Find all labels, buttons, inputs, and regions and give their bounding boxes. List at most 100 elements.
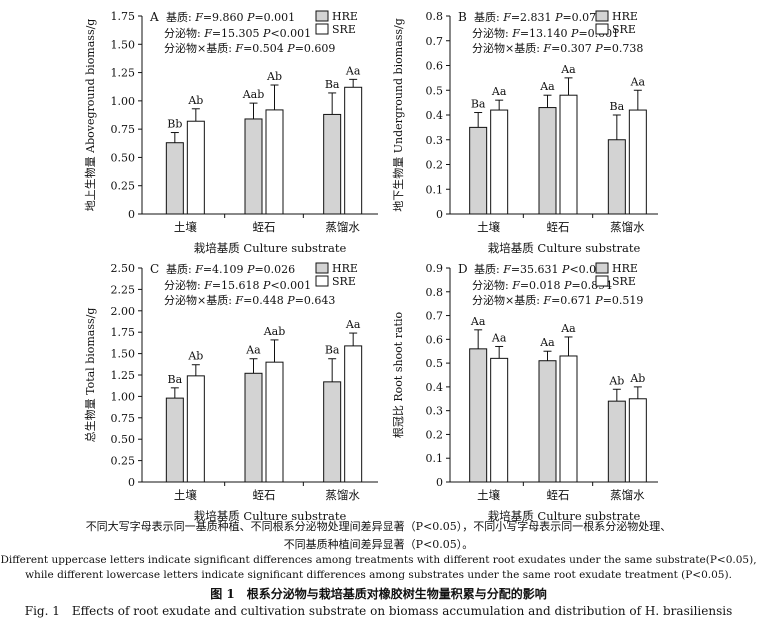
stats-line-2: 分泌物: F=13.140 P=0.001 [472, 26, 619, 40]
bar-sre [344, 86, 363, 215]
legend-swatch-hre [315, 262, 329, 274]
x-tick-label: 蒸馏水 [325, 220, 360, 234]
bar-hre [323, 113, 342, 215]
bar-hre [469, 126, 488, 215]
y-tick-label: 0.3 [426, 405, 444, 418]
y-tick-label: 0.75 [111, 123, 136, 136]
significance-label: Aa [470, 315, 486, 328]
x-tick-label: 蛭石 [253, 488, 276, 502]
y-tick-label: 1.50 [111, 38, 136, 51]
y-tick-label: 0.1 [426, 452, 444, 465]
bar-hre [244, 372, 263, 483]
bar-hre [538, 107, 557, 215]
y-tick-label: 0.9 [426, 262, 444, 275]
y-tick-label: 0.7 [426, 310, 444, 323]
legend-swatch-sre [315, 275, 329, 287]
y-tick-label: 0.2 [426, 428, 444, 441]
bar-hre [469, 348, 488, 483]
caption-note-cn-line-1: 不同大写字母表示同一基质种植、不同根系分泌物处理间差异显著（P<0.05），不同… [85, 520, 672, 533]
x-axis-label: 栽培基质 Culture substrate [488, 509, 641, 523]
significance-label: Ba [471, 98, 486, 111]
significance-label: Aa [539, 80, 555, 93]
y-tick-label: 1.50 [111, 348, 136, 361]
y-tick-label: 0.3 [426, 134, 444, 147]
significance-label: Aa [245, 344, 261, 357]
significance-label: Aa [539, 336, 555, 349]
legend-swatch-hre [595, 10, 609, 22]
stats-line-2: 分泌物: F=15.618 P<0.001 [164, 278, 311, 292]
legend-label-sre: SRE [612, 23, 636, 36]
bar-sre [559, 355, 578, 483]
stats-line-3: 分泌物×基质: F=0.448 P=0.643 [164, 293, 335, 307]
caption-note-en-line-2: while different lowercase letters indica… [25, 569, 732, 581]
x-axis-label: 栽培基质 Culture substrate [488, 241, 641, 255]
legend-label-sre: SRE [612, 275, 636, 288]
chart-panel-b: 0 0.1 0.2 0.3 0.4 0.5 0.6 0.7 0.8 地下生物量 Undergrou… [391, 10, 658, 255]
y-axis-label: 总生物量 Total biomass/g [83, 308, 97, 443]
y-tick-label: 0.8 [426, 286, 444, 299]
x-tick-label: 蛭石 [253, 220, 276, 234]
panel-letter: A [149, 10, 159, 24]
x-tick-label: 蛭石 [547, 220, 570, 234]
panel-letter: B [458, 10, 467, 24]
y-tick-label: 0.25 [111, 455, 136, 468]
x-tick-label: 土壤 [477, 488, 500, 502]
y-tick-label: 0.50 [111, 151, 136, 164]
x-tick-label: 蒸馏水 [325, 488, 360, 502]
legend-label-sre: SRE [332, 275, 356, 288]
figure-title-cn: 图 1 根系分泌物与栽培基质对橡胶树生物量积累与分配的影响 [210, 587, 547, 601]
x-tick-label: 土壤 [174, 488, 197, 502]
significance-label: Ba [610, 100, 625, 113]
significance-label: Ab [266, 70, 282, 83]
y-tick-label: 1.00 [111, 390, 136, 403]
legend-swatch-sre [595, 275, 609, 287]
y-tick-label: 0.4 [426, 381, 444, 394]
panel-letter: D [458, 262, 468, 276]
bar-sre [265, 109, 284, 215]
bar-hre [607, 400, 626, 483]
significance-label: Aa [630, 75, 646, 88]
y-tick-label: 2.50 [111, 262, 136, 275]
significance-label: Aa [560, 63, 576, 76]
y-tick-label: 2.00 [111, 305, 136, 318]
bar-sre [490, 357, 509, 483]
y-tick-label: 2.25 [111, 283, 136, 296]
significance-label: Aab [242, 88, 265, 101]
stats-line-1: 基质: F=9.860 P=0.001 [166, 11, 295, 24]
y-tick-label: 0.5 [426, 357, 444, 370]
y-tick-label: 0.50 [111, 433, 136, 446]
y-axis-label: 根冠比 Root shoot ratio [391, 312, 405, 439]
bar-sre [186, 120, 205, 215]
bar-hre [607, 139, 626, 215]
stats-line-2: 分泌物: F=0.018 P=0.894 [472, 278, 612, 292]
bar-sre [265, 361, 284, 483]
significance-label: Ab [629, 372, 645, 385]
panel-letter: C [150, 262, 159, 276]
bar-hre [165, 397, 184, 483]
bar-hre [323, 381, 342, 483]
y-tick-label: 1.75 [111, 10, 136, 23]
significance-label: Ab [187, 350, 203, 363]
y-tick-label: 1.75 [111, 326, 136, 339]
legend-swatch-hre [315, 10, 329, 22]
significance-label: Aab [263, 325, 286, 338]
y-tick-label: 0.4 [426, 109, 444, 122]
significance-label: Aa [491, 331, 507, 344]
chart-panel-d: 0 0.1 0.2 0.3 0.4 0.5 0.6 0.7 0.8 0.9 根冠比 Root sho… [391, 262, 658, 523]
bar-sre [490, 109, 509, 215]
x-tick-label: 土壤 [477, 220, 500, 234]
significance-label: Aa [345, 64, 361, 77]
x-tick-label: 蛭石 [547, 488, 570, 502]
stats-line-3: 分泌物×基质: F=0.307 P=0.738 [472, 41, 643, 55]
caption-note-cn-line-2: 不同基质种植间差异显著（P<0.05）。 [283, 538, 474, 551]
legend-swatch-sre [595, 23, 609, 35]
legend-label-hre: HRE [332, 10, 358, 23]
y-tick-label: 0 [128, 208, 135, 221]
y-tick-label: 0.7 [426, 35, 444, 48]
significance-label: Aa [560, 322, 576, 335]
y-tick-label: 1.25 [111, 67, 136, 80]
bar-sre [186, 375, 205, 483]
significance-label: Ab [608, 374, 624, 387]
y-axis-label: 地下生物量 Underground biomass/g [391, 18, 405, 212]
